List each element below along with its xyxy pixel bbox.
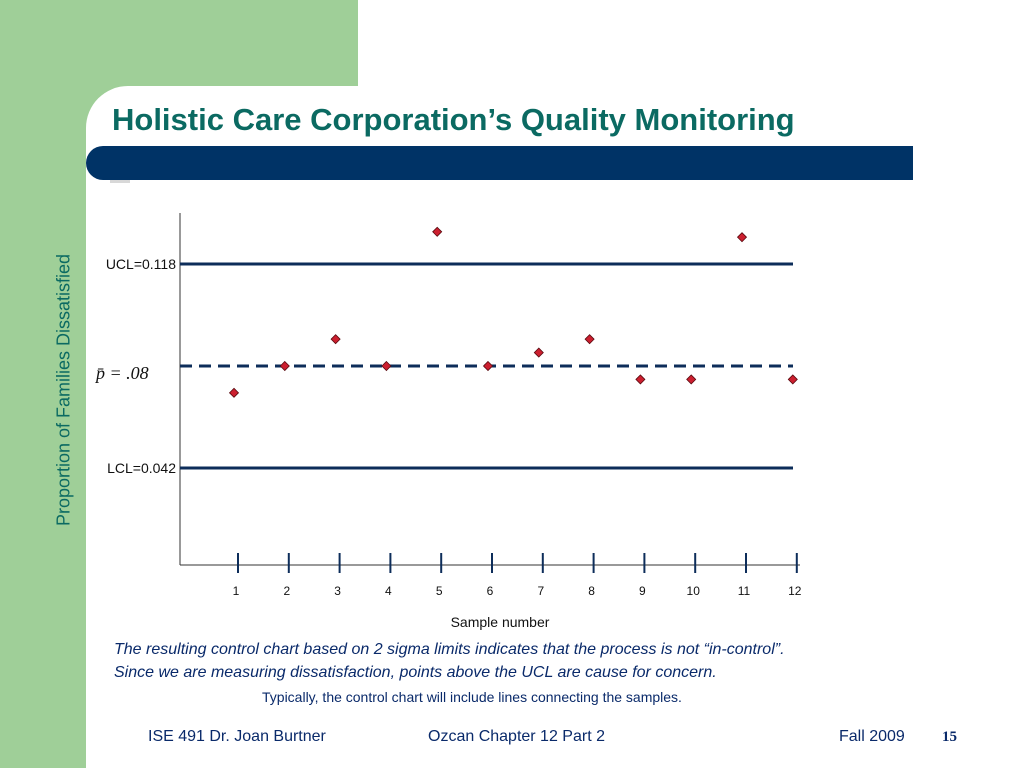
data-point-2 bbox=[279, 360, 290, 372]
center-label: p̄ = .08 bbox=[94, 363, 149, 383]
data-point-6 bbox=[482, 360, 494, 372]
data-point-8 bbox=[584, 334, 595, 345]
data-point-12 bbox=[787, 374, 798, 385]
x-tick-label-12: 12 bbox=[788, 584, 802, 598]
slide-title: Holistic Care Corporation’s Quality Moni… bbox=[112, 102, 795, 137]
lcl-label: LCL=0.042 bbox=[107, 460, 176, 476]
footer-term: Fall 2009 bbox=[839, 728, 905, 745]
content-panel bbox=[86, 86, 1024, 768]
footer-course: ISE 491 Dr. Joan Burtner bbox=[148, 728, 326, 745]
x-tick-label-7: 7 bbox=[537, 584, 544, 598]
x-tick-label-3: 3 bbox=[334, 584, 341, 598]
data-point-5 bbox=[432, 226, 443, 237]
x-tick-label-9: 9 bbox=[639, 584, 646, 598]
data-point-11 bbox=[736, 232, 748, 243]
data-point-3 bbox=[330, 334, 341, 345]
data-point-7 bbox=[533, 347, 544, 358]
x-tick-label-10: 10 bbox=[687, 584, 701, 598]
x-axis-label: Sample number bbox=[450, 614, 550, 630]
footer-chapter: Ozcan Chapter 12 Part 2 bbox=[428, 728, 605, 745]
data-point-10 bbox=[686, 374, 697, 385]
x-tick-label-1: 1 bbox=[233, 584, 240, 598]
x-tick-label-4: 4 bbox=[385, 584, 392, 598]
data-point-9 bbox=[635, 374, 646, 385]
x-tick-label-6: 6 bbox=[487, 584, 494, 598]
x-tick-label-2: 2 bbox=[283, 584, 290, 598]
title-bar bbox=[86, 146, 913, 180]
x-tick-label-5: 5 bbox=[436, 584, 443, 598]
x-tick-label-8: 8 bbox=[588, 584, 595, 598]
page-number: 15 bbox=[942, 729, 957, 745]
x-tick-label-11: 11 bbox=[738, 584, 751, 598]
note-line-1: The resulting control chart based on 2 s… bbox=[114, 641, 785, 658]
note-line-3: Typically, the control chart will includ… bbox=[262, 689, 682, 705]
note-line-2: Since we are measuring dissatisfaction, … bbox=[114, 664, 717, 681]
data-point-4 bbox=[381, 360, 392, 372]
ucl-label: UCL=0.118 bbox=[106, 256, 176, 272]
data-point-1 bbox=[228, 387, 240, 398]
title-bar-shadow bbox=[110, 180, 130, 183]
